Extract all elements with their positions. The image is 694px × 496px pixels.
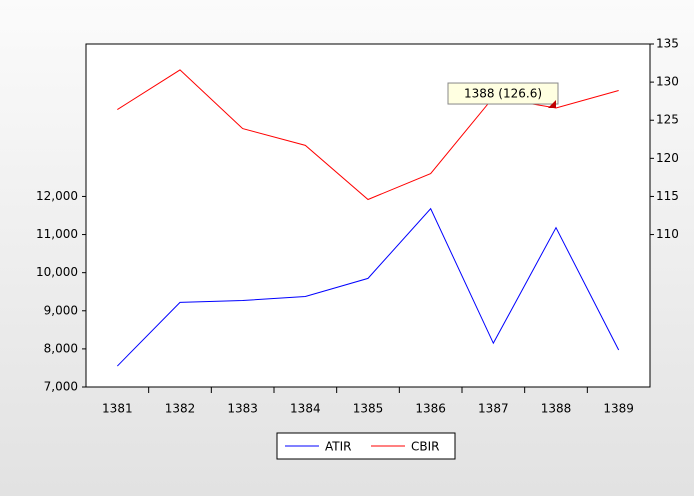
tooltip: 1388 (126.6): [447, 82, 559, 109]
y2-tick-label: 130: [656, 75, 679, 89]
y2-tick-label: 115: [656, 189, 679, 203]
y2-tick-label: 135: [656, 37, 679, 51]
tooltip-text: 1388 (126.6): [464, 87, 542, 101]
y-tick-label: 11,000: [36, 227, 78, 241]
plot-area: [85, 43, 651, 388]
x-tick-label: 1388: [541, 402, 572, 416]
y-tick-label: 12,000: [36, 189, 78, 203]
tooltip-box: [447, 82, 559, 105]
x-tick-label: 1383: [227, 402, 258, 416]
x-tick-label: 1382: [165, 402, 196, 416]
legend-label: ATIR: [325, 440, 351, 454]
y-tick-label: 7,000: [44, 380, 78, 394]
tooltip-pointer: [548, 100, 556, 109]
y2-tick-label: 110: [656, 227, 679, 241]
y-tick-label: 9,000: [44, 303, 78, 317]
y-tick-label: 8,000: [44, 341, 78, 355]
x-tick-label: 1381: [102, 402, 133, 416]
x-tick-label: 1389: [603, 402, 634, 416]
x-tick-label: 1387: [478, 402, 509, 416]
x-tick-label: 1385: [353, 402, 384, 416]
y-tick-label: 10,000: [36, 265, 78, 279]
y2-tick-label: 125: [656, 113, 679, 127]
series-line: [116, 207, 620, 367]
legend-label: CBIR: [411, 440, 440, 454]
x-tick-label: 1386: [415, 402, 446, 416]
legend: ATIR CBIR: [276, 432, 456, 460]
x-tick-label: 1384: [290, 402, 321, 416]
y2-tick-label: 120: [656, 151, 679, 165]
